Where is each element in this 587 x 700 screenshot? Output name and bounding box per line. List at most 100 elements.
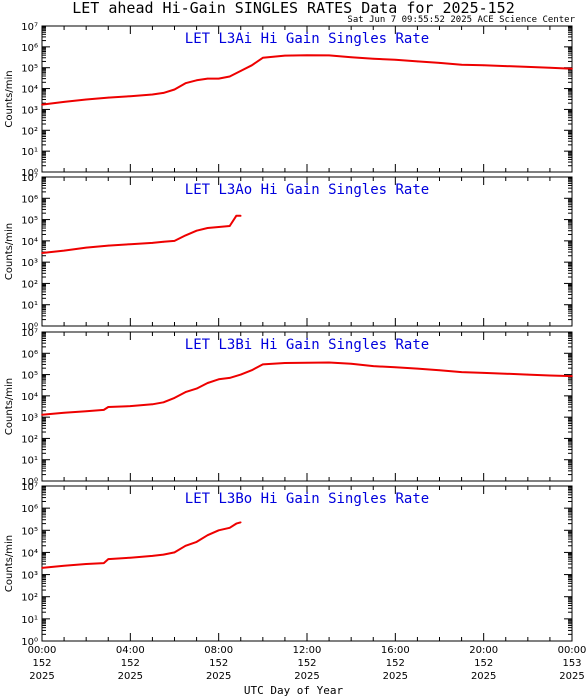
data-point: [328, 54, 330, 57]
data-point: [184, 391, 187, 393]
data-point: [228, 377, 231, 379]
data-point: [239, 70, 242, 72]
data-point: [151, 93, 154, 96]
y-tick-label: 10⁰: [21, 322, 38, 333]
data-point: [306, 361, 308, 364]
data-point: [85, 410, 87, 413]
y-tick-label: 10⁴: [21, 85, 38, 96]
page-title: LET ahead Hi-Gain SINGLES RATES Data for…: [72, 0, 515, 17]
data-point: [63, 101, 65, 103]
x-tick-year: 2025: [29, 671, 54, 682]
x-tick-time: 00:00: [558, 645, 587, 656]
data-point: [527, 66, 529, 68]
data-point: [63, 411, 65, 414]
y-tick-label: 10⁷: [21, 173, 38, 184]
data-point: [239, 373, 242, 376]
timestamp: Sat Jun 7 09:55:52 2025 ACE Science Cent…: [347, 15, 575, 25]
y-tick-label: 10⁷: [21, 482, 38, 493]
data-point: [107, 406, 110, 408]
data-point: [63, 249, 65, 252]
data-point: [235, 215, 238, 217]
data-point: [549, 66, 551, 69]
x-tick-time: 08:00: [204, 645, 233, 656]
data-point: [482, 64, 485, 67]
y-tick-label: 10⁵: [21, 64, 38, 75]
data-point: [350, 56, 352, 58]
y-tick-label: 10⁴: [21, 392, 38, 403]
series-line: [41, 361, 573, 416]
data-point: [85, 98, 87, 101]
data-point: [107, 96, 110, 99]
data-point: [460, 371, 463, 373]
y-tick-label: 10³: [21, 413, 38, 424]
x-tick-doy: 152: [121, 658, 140, 669]
data-point: [250, 64, 253, 67]
data-point: [41, 252, 43, 254]
x-tick-doy: 152: [32, 658, 51, 669]
panel-title: LET L3Bo Hi Gain Singles Rate: [185, 491, 429, 507]
y-tick-label: 10⁰: [21, 168, 38, 179]
data-point: [206, 534, 209, 536]
data-point: [162, 92, 165, 94]
y-tick-label: 10³: [21, 105, 38, 116]
y-tick-label: 10⁶: [21, 43, 38, 54]
data-point: [460, 63, 463, 66]
x-tick-year: 2025: [383, 671, 408, 682]
y-tick-label: 10⁵: [21, 371, 38, 382]
data-point: [107, 558, 110, 560]
x-tick-time: 20:00: [469, 645, 498, 656]
panel-frame: [41, 176, 573, 327]
data-point: [195, 229, 198, 232]
data-point: [173, 88, 176, 91]
data-point: [482, 372, 485, 374]
data-point: [129, 95, 132, 98]
data-point: [372, 365, 375, 367]
y-tick-label: 10⁷: [21, 22, 38, 33]
x-tick-year: 2025: [206, 671, 231, 682]
x-tick-doy: 152: [386, 658, 405, 669]
data-point: [151, 555, 154, 557]
data-point: [41, 413, 43, 416]
data-point: [206, 77, 209, 80]
y-tick-label: 10⁰: [21, 477, 38, 488]
series-line: [41, 521, 242, 569]
data-point: [438, 62, 441, 64]
data-point: [129, 405, 132, 407]
y-tick-label: 10¹: [21, 456, 38, 467]
data-point: [549, 374, 551, 377]
x-tick-doy: 152: [474, 658, 493, 669]
y-axis-label: Counts/min: [4, 70, 15, 127]
data-point: [151, 403, 154, 406]
data-point: [527, 373, 529, 376]
data-point: [103, 409, 105, 411]
panel-title: LET L3Ao Hi Gain Singles Rate: [185, 182, 429, 198]
y-tick-label: 10³: [21, 571, 38, 582]
data-point: [217, 529, 220, 532]
y-tick-label: 10⁵: [21, 526, 38, 537]
data-point: [184, 234, 187, 237]
x-tick-doy: 152: [297, 658, 316, 669]
x-tick-time: 12:00: [293, 645, 322, 656]
y-tick-label: 10²: [21, 126, 38, 137]
x-tick-time: 04:00: [116, 645, 145, 656]
data-point: [107, 244, 110, 247]
data-point: [235, 522, 238, 525]
data-point: [41, 567, 43, 569]
x-tick-year: 2025: [471, 671, 496, 682]
data-point: [41, 103, 43, 106]
data-point: [217, 378, 220, 381]
data-point: [306, 54, 308, 56]
panel-title: LET L3Ai Hi Gain Singles Rate: [185, 31, 429, 47]
data-point: [184, 82, 187, 85]
series-line: [41, 54, 573, 106]
data-point: [284, 362, 286, 364]
data-point: [103, 562, 105, 564]
data-point: [394, 58, 397, 61]
data-point: [195, 387, 198, 390]
data-point: [228, 75, 231, 78]
panel-frame: [41, 25, 573, 173]
x-tick-time: 16:00: [381, 645, 410, 656]
data-point: [504, 65, 507, 67]
y-tick-label: 10²: [21, 434, 38, 445]
data-point: [239, 521, 242, 524]
